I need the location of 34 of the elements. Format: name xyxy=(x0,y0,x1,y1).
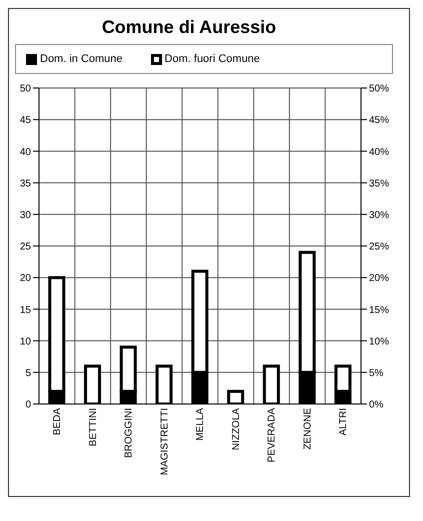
y2-tick-label: 5% xyxy=(369,368,384,379)
x-tick-label: BETTINI xyxy=(88,408,99,446)
x-tick-label: BEDA xyxy=(52,408,63,436)
y-tick-label: 0 xyxy=(25,400,32,411)
x-tick-label: MELLA xyxy=(195,408,206,441)
x-tick-label: BROGGINI xyxy=(124,408,135,458)
x-tick-label: NIZZOLA xyxy=(230,408,242,450)
chart-title: Comune di Auressio xyxy=(100,17,278,38)
y2-tick-label: 50% xyxy=(369,84,390,95)
y2-tick-label: 10% xyxy=(369,336,390,348)
x-tick-label: PEVERADA xyxy=(266,408,278,462)
y-tick-label: 35 xyxy=(20,178,32,190)
y-tick-label: 40 xyxy=(20,146,32,158)
legend-label: Dom. fuori Comune xyxy=(164,53,260,65)
y-tick-label: 25 xyxy=(20,242,32,253)
legend-label: Dom. in Comune xyxy=(39,53,123,65)
y2-tick-label: 0% xyxy=(369,400,384,411)
y-tick-label: 45 xyxy=(20,115,32,126)
y2-tick-label: 20% xyxy=(369,273,390,284)
y-tick-label: 20 xyxy=(20,273,32,284)
y2-tick-label: 35% xyxy=(369,178,390,190)
x-tick-label: ZENONE xyxy=(302,408,314,450)
y2-tick-label: 45% xyxy=(369,115,390,126)
x-tick-label: ALTRI xyxy=(338,408,350,436)
y2-tick-label: 25% xyxy=(369,242,390,253)
y2-tick-label: 30% xyxy=(369,210,390,221)
y2-tick-label: 40% xyxy=(369,146,390,158)
y-tick-label: 10 xyxy=(20,336,32,348)
y-tick-label: 30 xyxy=(20,210,32,221)
y-tick-label: 5 xyxy=(25,368,32,379)
y-tick-label: 50 xyxy=(20,84,32,95)
x-tick-label: MAGISTRETTI xyxy=(159,408,170,476)
y-tick-label: 15 xyxy=(20,304,32,316)
y2-tick-label: 15% xyxy=(369,304,390,316)
